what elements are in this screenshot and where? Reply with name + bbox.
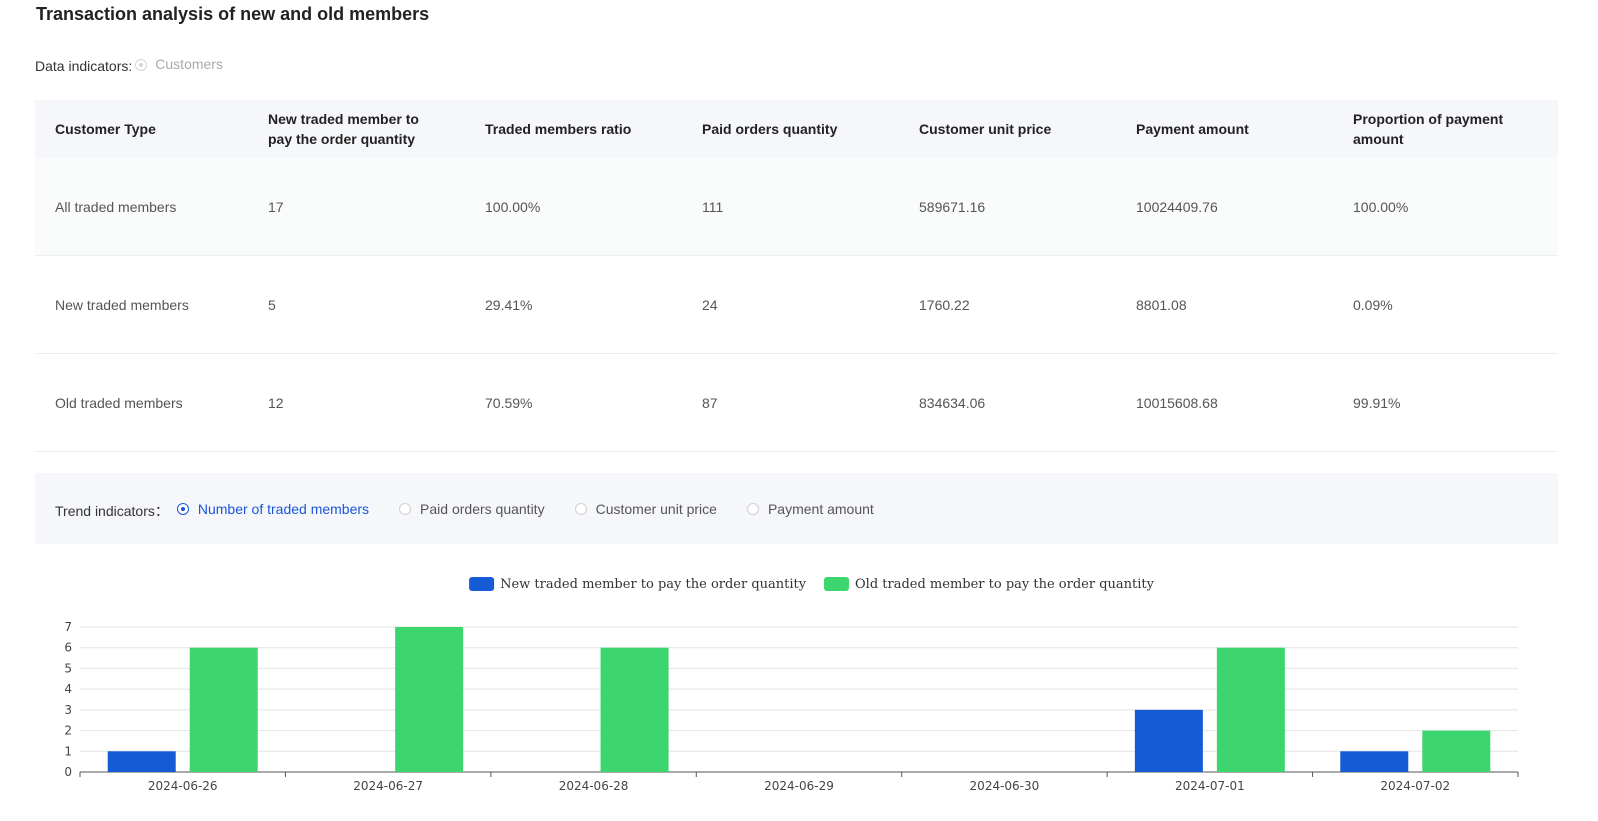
table-cell: 70.59% [465, 353, 682, 452]
legend-label-old: Old traded member to pay the order quant… [855, 577, 1155, 592]
y-tick-label: 7 [64, 620, 72, 634]
bar-chart: New traded member to pay the order quant… [64, 577, 1519, 793]
table-cell: All traded members [35, 158, 248, 256]
table-cell: 10024409.76 [1116, 158, 1333, 256]
radio-icon[interactable] [574, 502, 587, 515]
y-tick-label: 0 [64, 765, 72, 779]
table-row: Old traded members 12 70.59% 87 834634.0… [35, 353, 1558, 452]
x-tick-label: 2024-06-28 [559, 779, 629, 793]
x-tick-label: 2024-06-29 [764, 779, 834, 793]
y-tick-label: 3 [64, 703, 72, 717]
bar-old-2024-06-26 [189, 647, 258, 772]
trend-option-payment-amount[interactable]: Payment amount [746, 500, 874, 517]
bar-old-2024-06-28 [600, 647, 669, 772]
data-indicators: Data indicators: Customers [35, 56, 223, 74]
trend-option-label: Payment amount [767, 500, 874, 517]
table-cell: 87 [682, 353, 899, 452]
x-tick-label: 2024-06-26 [148, 779, 218, 793]
table-cell: 10015608.68 [1116, 353, 1333, 452]
bar-new-2024-06-26 [107, 751, 176, 772]
y-tick-label: 4 [64, 682, 72, 696]
radio-icon[interactable] [399, 502, 412, 515]
y-tick-label: 2 [64, 724, 72, 738]
trend-option-paid-orders[interactable]: Paid orders quantity [399, 501, 545, 517]
bar-old-2024-06-27 [395, 627, 464, 772]
table-row: All traded members 17 100.00% 111 589671… [35, 158, 1558, 256]
trend-indicators-label: Trend indicators： [55, 502, 169, 519]
table-cell: New traded members [35, 255, 248, 354]
trend-option-label: Paid orders quantity [420, 500, 545, 517]
table-cell: 5 [248, 255, 465, 354]
table-cell: 24 [682, 255, 899, 354]
legend-swatch-new [469, 577, 495, 591]
table-cell: 8801.08 [1116, 255, 1333, 354]
x-tick-label: 2024-07-02 [1380, 779, 1450, 793]
header-paid-orders-quantity: Paid orders quantity [682, 100, 899, 158]
legend-swatch-old [824, 577, 849, 591]
radio-selected-icon[interactable] [176, 502, 189, 515]
table-cell: 589671.16 [899, 158, 1116, 256]
y-tick-label: 5 [64, 661, 72, 675]
y-tick-label: 1 [64, 744, 72, 758]
trend-indicators-bar: Trend indicators： Number of traded membe… [35, 473, 1558, 544]
table-cell: 12 [248, 353, 465, 452]
radio-icon[interactable] [746, 502, 759, 515]
header-customer-unit-price: Customer unit price [899, 100, 1116, 158]
table-cell: 99.91% [1333, 353, 1558, 452]
header-traded-members-ratio: Traded members ratio [465, 100, 682, 158]
bar-old-2024-07-02 [1422, 730, 1491, 772]
trend-option-label: Number of traded members [197, 500, 370, 517]
header-new-traded-order-qty: New traded member to pay the order quant… [248, 100, 465, 158]
header-payment-proportion: Proportion of payment amount [1333, 100, 1558, 158]
table-cell: 111 [682, 158, 899, 256]
customers-option[interactable]: Customers [155, 56, 223, 72]
bar-new-2024-07-02 [1340, 751, 1409, 772]
legend-label-new: New traded member to pay the order quant… [500, 577, 807, 592]
table-header-row: Customer Type New traded member to pay t… [35, 100, 1558, 158]
table-cell: Old traded members [35, 353, 248, 452]
table-cell: 100.00% [465, 158, 682, 256]
table-row: New traded members 5 29.41% 24 1760.22 8… [35, 255, 1558, 354]
table-cell: 17 [248, 158, 465, 256]
customers-radio-icon[interactable] [135, 59, 148, 71]
y-tick-label: 6 [64, 641, 72, 655]
bar-old-2024-07-01 [1216, 647, 1285, 772]
bar-new-2024-07-01 [1134, 709, 1203, 772]
x-tick-label: 2024-06-27 [353, 779, 423, 793]
table-cell: 834634.06 [899, 353, 1116, 452]
trend-option-label: Customer unit price [595, 500, 717, 517]
page-title: Transaction analysis of new and old memb… [36, 4, 430, 24]
header-customer-type: Customer Type [35, 100, 248, 158]
header-payment-amount: Payment amount [1116, 100, 1333, 158]
trend-option-traded-members[interactable]: Number of traded members [176, 500, 370, 517]
table-cell: 0.09% [1333, 255, 1558, 354]
data-indicators-label: Data indicators: [35, 58, 133, 74]
table-cell: 29.41% [465, 255, 682, 354]
x-tick-label: 2024-07-01 [1175, 779, 1245, 793]
trend-option-unit-price[interactable]: Customer unit price [574, 500, 717, 517]
members-table: Customer Type New traded member to pay t… [35, 100, 1558, 452]
table-cell: 100.00% [1333, 158, 1558, 256]
x-tick-label: 2024-06-30 [970, 779, 1040, 793]
table-cell: 1760.22 [899, 255, 1116, 354]
